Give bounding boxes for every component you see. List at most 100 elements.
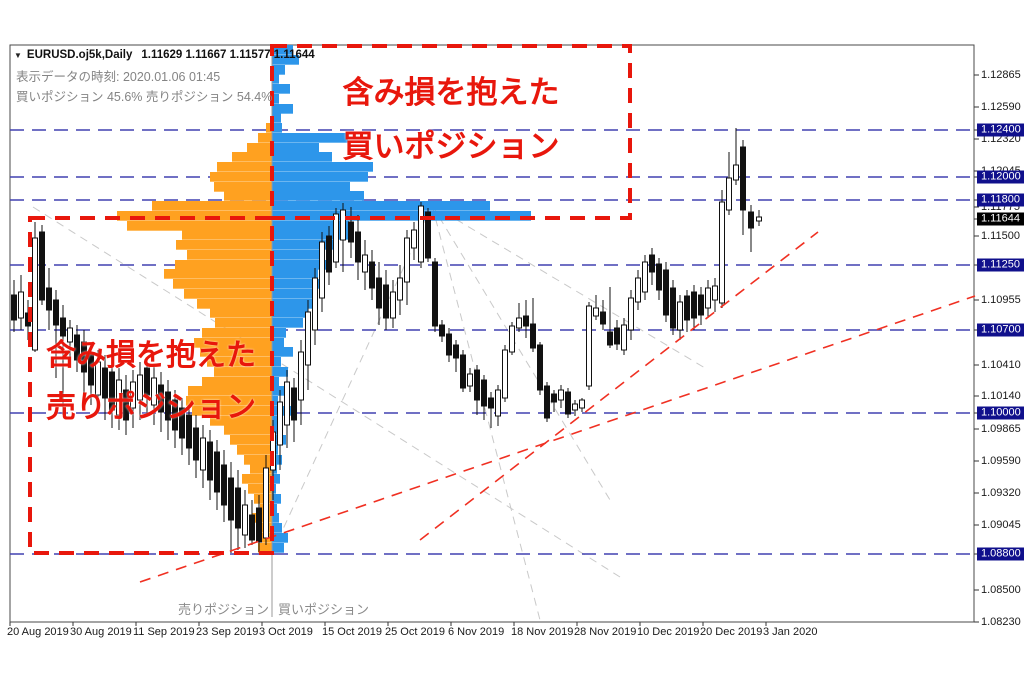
buy-profile-bar [272, 318, 303, 328]
candle-body [614, 327, 620, 345]
date-axis-label: 20 Aug 2019 [7, 626, 69, 638]
chart-title: ▼ EURUSD.oj5k,Daily 1.11629 1.11667 1.11… [14, 49, 315, 61]
candle-body [369, 261, 375, 289]
candle-body [60, 317, 66, 337]
gray-trendline [431, 204, 706, 369]
candle-body [453, 344, 459, 359]
candle-body [551, 393, 557, 403]
buy-profile-bar [272, 474, 280, 484]
candle-body [530, 323, 536, 349]
candle-body [88, 354, 94, 386]
buy-profile-bar [272, 191, 364, 201]
buy-profile-bar [272, 240, 336, 250]
candle-body [607, 331, 613, 346]
buy-profile-bar [272, 504, 277, 514]
price-axis-label: 1.08500 [981, 584, 1021, 596]
sell-profile-bar [210, 172, 272, 182]
candle-body [579, 399, 585, 409]
red-trendline [419, 231, 819, 541]
price-axis-label: 1.09590 [981, 455, 1021, 467]
buy-profile-bar [272, 65, 285, 75]
sell-profile-bar [258, 543, 272, 553]
candle-body [221, 464, 227, 506]
position-ratio-label: 買いポジション 45.6% 売りポジション 54.4% [16, 90, 273, 104]
candle-body [109, 371, 115, 411]
date-axis-label: 3 Oct 2019 [259, 626, 313, 638]
sell-profile-bar [242, 474, 272, 484]
sell-profile-bar [175, 260, 272, 270]
buy-profile-bar [272, 328, 286, 338]
sell-profile-bar [224, 425, 272, 435]
level-price-badge: 1.12000 [977, 170, 1024, 184]
date-axis-label: 3 Jan 2020 [763, 626, 818, 638]
candle-body [411, 229, 417, 249]
buy-profile-bar [272, 152, 332, 162]
candle-body [439, 324, 445, 337]
candle-body [144, 367, 150, 396]
candle-body [362, 254, 368, 273]
candle-body [256, 507, 262, 543]
candle-body [712, 285, 718, 301]
date-axis-label: 20 Dec 2019 [700, 626, 763, 638]
profile-legend-sell: 売りポジション [178, 602, 270, 617]
candle-body [705, 287, 711, 309]
sell-profile-bar [127, 221, 272, 231]
candle-body [390, 291, 396, 319]
candle-body [523, 315, 529, 327]
candle-body [116, 379, 122, 416]
candle-body [565, 391, 571, 415]
candle-body [95, 361, 101, 396]
buy-profile-bar [272, 143, 319, 153]
date-axis-label: 6 Nov 2019 [448, 626, 505, 638]
sell-profile-bar [176, 240, 272, 250]
candle-body [572, 403, 578, 411]
candle-body [305, 311, 311, 366]
candle-body [340, 209, 346, 241]
candle-body [691, 291, 697, 319]
candle-body [200, 437, 206, 471]
buy-profile-bar [272, 230, 350, 240]
buy-profile-bar [272, 123, 282, 133]
buy-profile-bar [272, 201, 490, 211]
sell-profile-bar [164, 269, 272, 279]
candle-body [348, 221, 354, 243]
candle-body [537, 344, 543, 391]
candle-body [481, 379, 487, 407]
level-price-badge: 1.10700 [977, 323, 1024, 337]
annotation-buy-positions: 含み損を抱えた 買いポジション [272, 66, 630, 174]
candle-body [326, 235, 332, 273]
red-trendline [139, 295, 976, 583]
data-timestamp-label: 表示データの時刻: 2020.01.06 01:45 [16, 70, 221, 84]
candle-body [235, 487, 241, 529]
profile-legend-buy: 買いポジション [278, 602, 370, 617]
date-axis-label: 28 Nov 2019 [574, 626, 637, 638]
candle-body [621, 324, 627, 351]
price-axis-label: 1.09045 [981, 519, 1021, 531]
sell-profile-bar [184, 289, 272, 299]
buy-profile-bar [272, 211, 531, 221]
candle-body [179, 407, 185, 439]
buy-profile-bar [272, 543, 284, 553]
collapse-arrow-icon[interactable]: ▼ [14, 50, 22, 60]
candle-body [593, 307, 599, 317]
buy-profile-bar [272, 260, 328, 270]
sell-profile-bar [200, 347, 272, 357]
sell-profile-bar [152, 201, 272, 211]
price-axis-label: 1.09320 [981, 487, 1021, 499]
candle-body [74, 334, 80, 361]
buy-profile-bar [272, 357, 281, 367]
sell-profile-bar [250, 464, 272, 474]
sell-profile-bar [192, 406, 272, 416]
candle-body [600, 311, 606, 325]
date-axis-label: 30 Aug 2019 [70, 626, 132, 638]
sell-profile-bar [244, 455, 272, 465]
date-axis-label: 18 Nov 2019 [511, 626, 574, 638]
candle-body [488, 397, 494, 409]
buy-profile-bar [272, 84, 290, 94]
candle-body [756, 216, 762, 222]
sell-profile-bar [215, 318, 272, 328]
candle-body [663, 269, 669, 316]
candle-body [53, 299, 59, 326]
candle-body [46, 287, 52, 311]
